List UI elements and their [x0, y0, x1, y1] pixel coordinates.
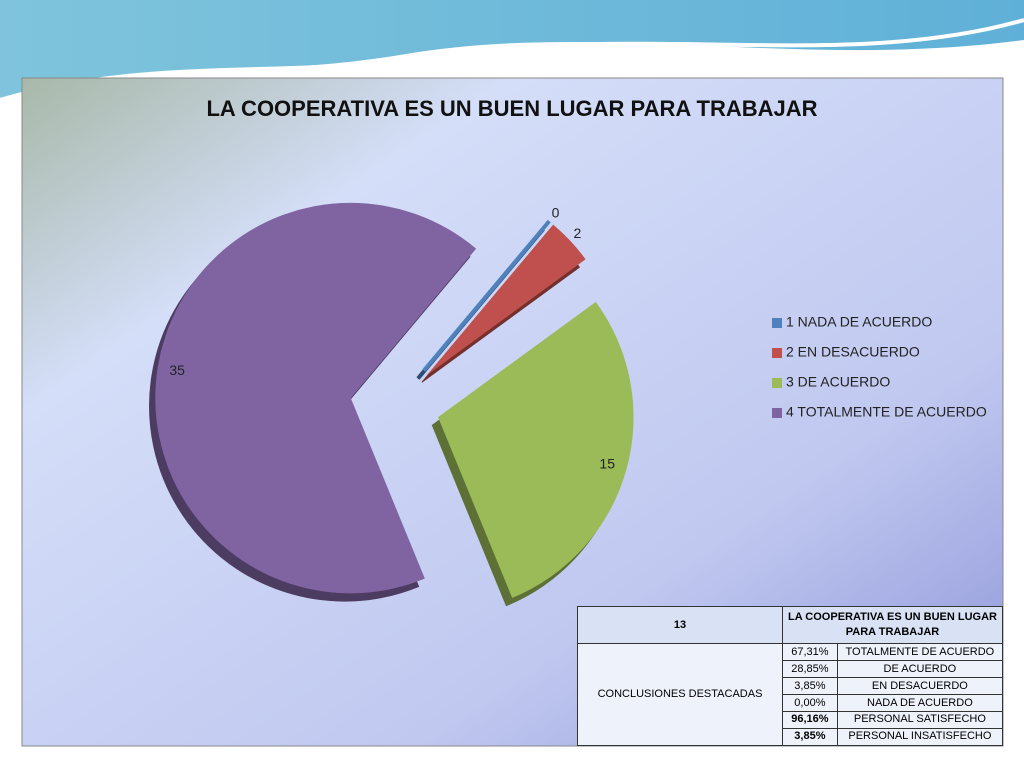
- pie-slice: [155, 202, 477, 594]
- table-row: 96,16% PERSONAL SATISFECHO: [578, 711, 1004, 729]
- pie-slice: [427, 224, 586, 375]
- table-cell: PERSONAL SATISFECHO: [836, 711, 1004, 729]
- table-cell: NADA DE ACUERDO: [836, 694, 1004, 712]
- table-cell: EN DESACUERDO: [836, 677, 1004, 696]
- data-label: 2: [574, 225, 582, 241]
- table-row: 3,85% PERSONAL INSATISFECHO: [578, 727, 1004, 747]
- legend-label: 1 NADA DE ACUERDO: [786, 314, 932, 330]
- table-header: 13 LA COOPERATIVA ES UN BUEN LUGAR PARA …: [577, 605, 1003, 645]
- table-row: 28,85% DE ACUERDO: [578, 660, 1004, 679]
- table-cell: 13: [577, 605, 783, 645]
- data-label: 35: [169, 362, 185, 378]
- legend-label: 4 TOTALMENTE DE ACUERDO: [786, 404, 987, 420]
- decor-wave: [0, 0, 1024, 100]
- pie-slice: [422, 219, 551, 372]
- table-cell: PERSONAL INSATISFECHO: [836, 727, 1004, 747]
- pie: 02 15 35: [149, 202, 634, 607]
- table-cell: 96,16%: [782, 711, 838, 729]
- legend-label: 2 EN DESACUERDO: [786, 344, 920, 360]
- legend: 1 NADA DE ACUERDO 2 EN DESACUERDO 3 DE ACU…: [772, 314, 987, 420]
- data-label: 15: [599, 456, 615, 472]
- table-cell: LA COOPERATIVA ES UN BUEN LUGAR PARA TRA…: [782, 605, 1003, 645]
- legend-label: 3 DE ACUERDO: [786, 374, 890, 390]
- decor-line: [0, 18, 1024, 102]
- summary-table: 13 LA COOPERATIVA ES UN BUEN LUGAR PARA …: [577, 605, 1004, 747]
- chart-title: LA COOPERATIVA ES UN BUEN LUGAR PARA TRA…: [206, 96, 817, 121]
- data-label: 0: [552, 204, 560, 220]
- table-cell: 0,00%: [782, 694, 838, 712]
- legend-swatch: [772, 408, 782, 418]
- table-cell: 3,85%: [782, 677, 838, 696]
- table-cell: 3,85%: [782, 727, 838, 747]
- pie-slice: [438, 301, 634, 598]
- table-cell: DE ACUERDO: [836, 660, 1004, 679]
- table-cell: TOTALMENTE DE ACUERDO: [836, 643, 1004, 662]
- table-cell: 28,85%: [782, 660, 838, 679]
- legend-swatch: [772, 348, 782, 358]
- table-row: 3,85% EN DESACUERDO: [578, 677, 1004, 696]
- legend-swatch: [772, 378, 782, 388]
- table-cell: CONCLUSIONES DESTACADAS: [577, 643, 783, 746]
- table-row: CONCLUSIONES DESTACADAS 67,31% TOTALMENTE …: [577, 643, 1004, 746]
- legend-swatch: [772, 318, 782, 328]
- table-cell: 67,31%: [782, 643, 838, 662]
